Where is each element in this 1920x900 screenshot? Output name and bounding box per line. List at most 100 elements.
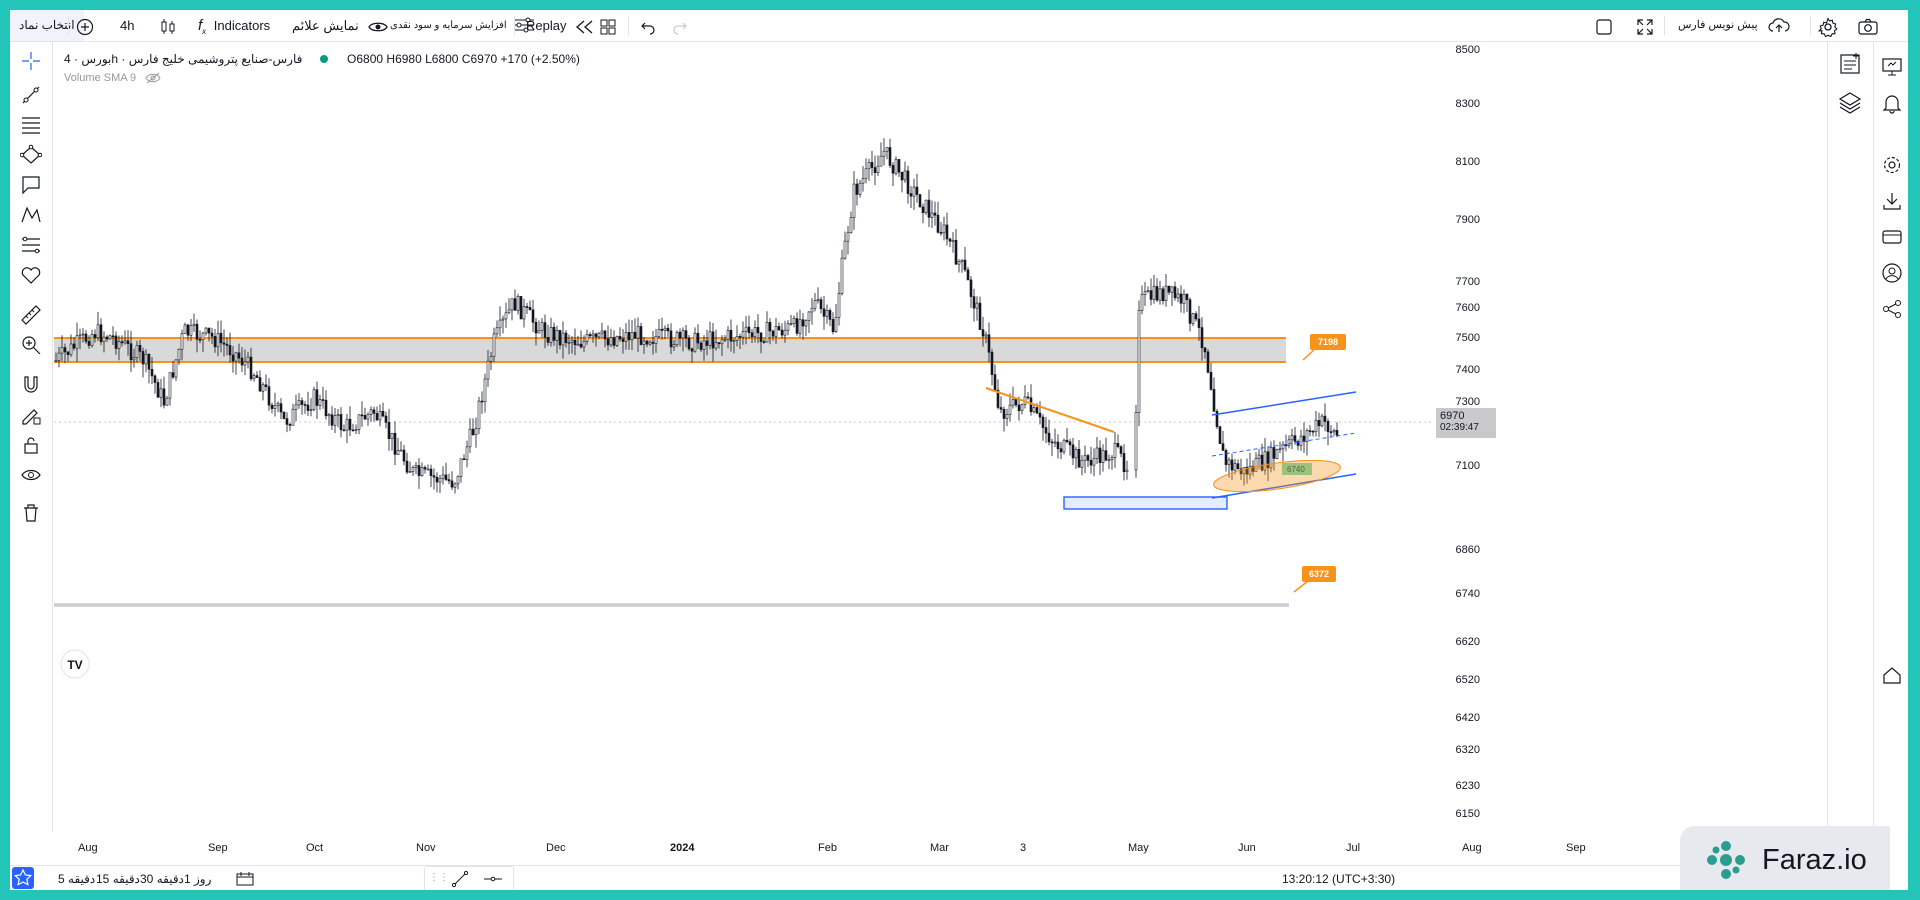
zoom-tool[interactable] — [20, 334, 42, 356]
clock-timezone[interactable]: 13:20:12 (UTC+3:30) — [1282, 872, 1396, 886]
candle-body — [882, 150, 886, 157]
drag-handle-icon[interactable]: ⋮⋮ — [429, 872, 449, 883]
capital-increase-button[interactable]: افزایش سرمایه و سود نقدی — [390, 10, 535, 41]
horizontal-line-icon[interactable] — [483, 870, 503, 888]
candle-body — [390, 432, 394, 439]
price-axis[interactable]: 8500830081007900770076007500740073007200… — [1434, 42, 1496, 852]
date-range-button[interactable] — [236, 872, 254, 889]
favorites-tool[interactable] — [20, 264, 42, 286]
snapshot-button[interactable] — [1858, 10, 1878, 41]
eye-off-icon[interactable] — [145, 72, 161, 84]
candle-body — [315, 389, 319, 406]
fullscreen-window-button[interactable] — [1595, 10, 1613, 41]
candle-body — [1263, 451, 1267, 471]
favorite-button[interactable] — [12, 867, 34, 889]
download-button[interactable] — [1881, 190, 1903, 212]
xabcd-tool[interactable] — [20, 204, 42, 226]
candle-body — [567, 342, 571, 344]
indicators-button[interactable]: fx Indicators — [198, 10, 270, 41]
share-button[interactable] — [1881, 298, 1903, 320]
candle-body — [1074, 449, 1078, 459]
layout-button[interactable] — [600, 10, 616, 41]
candle-body — [1176, 293, 1180, 299]
pattern-tool[interactable] — [19, 144, 43, 166]
volume-label: Volume SMA 9 — [64, 72, 137, 84]
candle-body — [291, 408, 295, 426]
legend-symbol-name[interactable]: فارس-صنایع پتروشیمی خلیج فارس — [128, 52, 303, 66]
descending-trendline[interactable] — [985, 387, 1115, 433]
stay-drawing-tool[interactable] — [20, 404, 42, 426]
upper-price-label[interactable]: 7198 — [1302, 334, 1346, 361]
range-5m[interactable]: 5 دقیقه — [58, 872, 96, 886]
candle-body — [300, 400, 304, 405]
watchlist-button[interactable] — [1838, 52, 1862, 76]
layers-button[interactable] — [1838, 90, 1862, 114]
support-box[interactable] — [1063, 496, 1228, 510]
candle-body — [1275, 449, 1279, 459]
candle-body — [942, 224, 946, 234]
candle-body — [1308, 430, 1312, 432]
faraz-logo-icon — [1707, 841, 1745, 879]
candle-body — [153, 375, 157, 383]
volume-legend[interactable]: Volume SMA 9 — [64, 72, 161, 84]
channel-upper-line[interactable] — [1211, 391, 1357, 416]
candle-body — [1281, 444, 1285, 450]
monitor-icon — [1882, 58, 1902, 76]
candle-body — [906, 170, 910, 194]
channel-lower-line[interactable] — [1211, 473, 1357, 499]
screener-button[interactable] — [1881, 56, 1903, 78]
prediction-tool[interactable] — [20, 234, 42, 256]
interval-button[interactable]: 4h — [120, 18, 135, 33]
crosshair-tool[interactable] — [20, 50, 42, 72]
layout-name-button[interactable]: پیش نویس فارس — [1678, 10, 1791, 41]
remove-drawings-tool[interactable] — [20, 502, 42, 524]
candle-body — [930, 212, 934, 218]
alerts-button[interactable] — [1881, 92, 1903, 114]
lower-price-label[interactable]: 6372 — [1293, 566, 1336, 593]
candle-body — [1179, 293, 1183, 304]
candle-body — [132, 357, 136, 361]
symbol-search-button[interactable]: انتخاب نماد — [10, 10, 84, 41]
price-tick-label: 6150 — [1455, 808, 1480, 820]
magnet-tool[interactable] — [20, 374, 42, 396]
replay-button[interactable]: Replay — [526, 10, 594, 41]
candle-body — [294, 404, 298, 410]
candle-body — [852, 183, 856, 218]
undo-button[interactable] — [640, 10, 656, 41]
tradingview-logo[interactable]: TV — [60, 649, 90, 679]
chart-type-button[interactable] — [160, 10, 176, 41]
wallet-button[interactable] — [1881, 226, 1903, 248]
trend-line-icon[interactable] — [451, 870, 469, 888]
candle-body — [981, 329, 985, 337]
candle-body — [903, 170, 907, 181]
candle-body — [606, 338, 610, 346]
ruler-tool[interactable] — [20, 304, 42, 326]
price-chart[interactable]: 6740 7198 6372 TV — [54, 42, 1434, 832]
lock-drawings-tool[interactable] — [20, 434, 42, 456]
channel-mid-line[interactable] — [1211, 432, 1357, 457]
hide-drawings-tool[interactable] — [20, 464, 42, 486]
settings-button[interactable] — [1817, 10, 1838, 41]
settings-side-button[interactable] — [1881, 154, 1903, 176]
redo-button[interactable] — [672, 10, 688, 41]
candle-body — [387, 422, 391, 439]
home-button[interactable] — [1881, 664, 1903, 686]
candle-body — [1257, 454, 1261, 459]
profile-button[interactable] — [1881, 262, 1903, 284]
expand-icon — [1637, 18, 1653, 35]
range-1d[interactable]: 1 روز — [184, 872, 212, 886]
candle-body — [501, 318, 505, 321]
range-15m[interactable]: 15 دقیقه — [96, 872, 140, 886]
trend-line-tool[interactable] — [20, 84, 42, 106]
candle-body — [753, 326, 757, 338]
candle-body — [639, 326, 643, 345]
brand-name: Faraz.io — [1762, 844, 1867, 876]
annotation-tool[interactable] — [20, 174, 42, 196]
fib-tool[interactable] — [20, 114, 42, 136]
range-30m[interactable]: 30 دقیقه — [140, 872, 184, 886]
time-axis[interactable]: Aug Sep Oct Nov Dec 2024 Feb Mar 3 May Jun Jul Aug Se… — [54, 840, 1698, 860]
fullscreen-button[interactable] — [1636, 10, 1654, 41]
show-signals-button[interactable]: نمایش علائم — [292, 10, 389, 41]
add-compare-button[interactable] — [76, 10, 94, 41]
legend-separator: · — [70, 52, 79, 66]
